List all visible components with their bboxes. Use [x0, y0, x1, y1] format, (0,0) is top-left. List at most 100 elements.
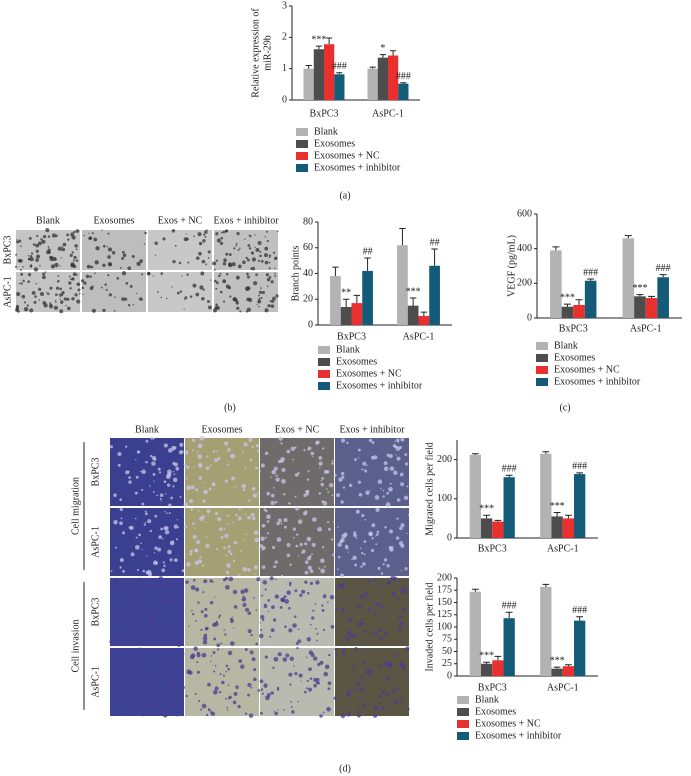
cell [247, 567, 251, 572]
cell [354, 563, 358, 567]
bar [574, 620, 586, 676]
cell [80, 279, 85, 283]
cell [316, 639, 318, 642]
cell [138, 617, 144, 622]
cell [197, 509, 200, 512]
cell [245, 310, 248, 313]
cell [286, 590, 292, 595]
cell [212, 450, 216, 453]
cell [281, 478, 286, 484]
cell [57, 246, 62, 251]
legend-label: Blank [336, 344, 360, 355]
cell [218, 274, 221, 278]
cell [354, 664, 357, 668]
cell [47, 235, 51, 238]
cell [218, 527, 223, 532]
cell [45, 271, 47, 273]
error-bar [576, 616, 584, 621]
cell [244, 647, 248, 651]
cell [101, 229, 103, 231]
cell [202, 636, 208, 641]
cell [179, 442, 184, 447]
legend-label: Exosomes [314, 138, 355, 149]
cell [397, 627, 402, 631]
cell [375, 543, 378, 546]
cell [364, 648, 367, 651]
cell [203, 633, 208, 638]
cell [153, 552, 156, 554]
cell [227, 667, 230, 671]
cell [388, 545, 393, 550]
cell [340, 608, 345, 613]
cell [206, 299, 210, 303]
cell [227, 684, 230, 686]
cell [228, 576, 234, 582]
error-bar [315, 45, 322, 50]
cell [135, 292, 138, 295]
cell [402, 586, 407, 590]
cell [61, 247, 66, 252]
cell [376, 533, 379, 536]
cell [355, 537, 358, 539]
cell [207, 250, 211, 254]
cell [363, 540, 367, 543]
cell [119, 507, 123, 512]
cell [168, 512, 171, 515]
cell [198, 559, 203, 564]
cell [167, 705, 173, 710]
cell [271, 469, 277, 475]
cell [125, 282, 129, 285]
cell [391, 688, 396, 693]
bar [429, 265, 440, 325]
cell [354, 606, 357, 610]
cell [327, 491, 330, 493]
cell [132, 304, 134, 306]
cell [56, 280, 59, 283]
cell [237, 516, 242, 521]
cell [27, 280, 30, 283]
cell [217, 517, 222, 522]
cell [122, 611, 126, 615]
cell [207, 682, 211, 687]
error-bar [431, 248, 438, 266]
bar [377, 57, 388, 100]
cell [399, 526, 403, 531]
error-bar [575, 299, 583, 305]
bar [367, 68, 378, 100]
cell [134, 491, 138, 495]
cell [347, 618, 352, 623]
column-header: Exos + NC [275, 424, 320, 435]
cell [395, 536, 400, 540]
cell [75, 248, 78, 251]
cell [353, 533, 357, 538]
cell [260, 614, 265, 620]
cell [225, 670, 227, 673]
bar [561, 306, 574, 318]
cell [254, 234, 256, 236]
cell [219, 290, 223, 294]
cell [352, 555, 357, 561]
cell [357, 448, 361, 452]
bar [334, 74, 345, 100]
cell [143, 691, 146, 694]
cell [250, 512, 255, 517]
cell [263, 508, 267, 512]
cell [220, 642, 223, 645]
cell [76, 274, 78, 276]
cell [40, 238, 43, 241]
bar [540, 586, 552, 676]
cell [288, 606, 291, 610]
cell [316, 677, 320, 682]
cell [242, 450, 244, 453]
cell [162, 630, 167, 636]
cell [209, 579, 213, 583]
cell [266, 277, 271, 282]
cell [200, 610, 204, 614]
cell [257, 689, 261, 692]
cell [207, 257, 210, 259]
cell [264, 308, 269, 313]
cell [324, 593, 326, 596]
cell [317, 526, 322, 532]
cell [391, 591, 396, 596]
cell [362, 704, 367, 708]
